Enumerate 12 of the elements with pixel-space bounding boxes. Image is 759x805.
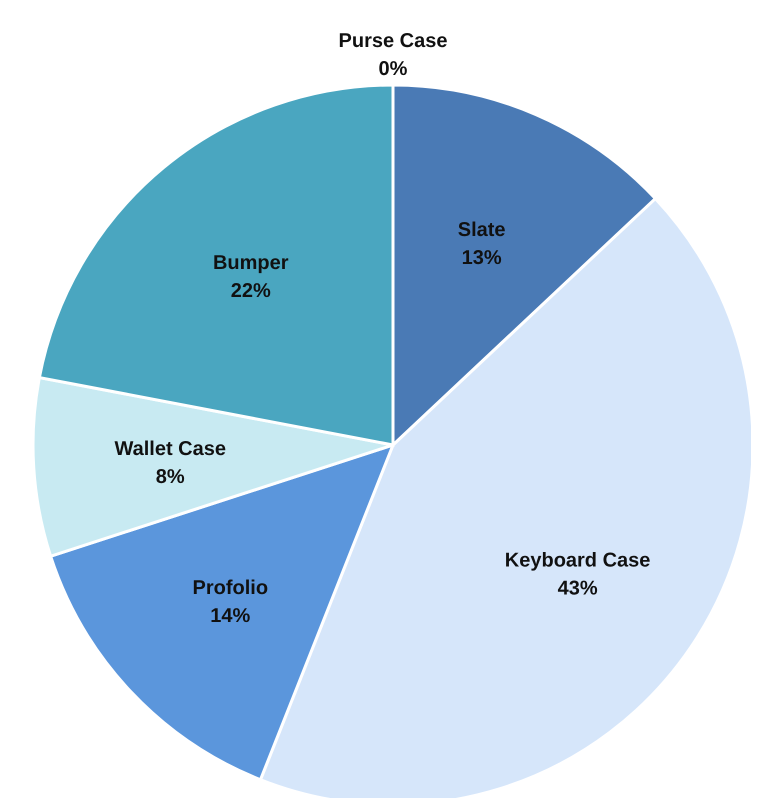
slice-label: Slate [458, 219, 506, 242]
slice-label: Profolio [192, 576, 268, 599]
slice-label: Wallet Case [114, 438, 226, 460]
slice-label: Bumper [212, 252, 289, 274]
data-label: 13% [462, 247, 502, 270]
data-label: 22% [230, 280, 271, 302]
data-label: 8% [156, 466, 185, 488]
category-label: Purse Case [338, 30, 448, 52]
slice-label: Keyboard Case [504, 549, 650, 572]
data-label: 14% [210, 604, 251, 627]
text: 0% [378, 58, 408, 80]
data-label: 43% [558, 577, 598, 600]
